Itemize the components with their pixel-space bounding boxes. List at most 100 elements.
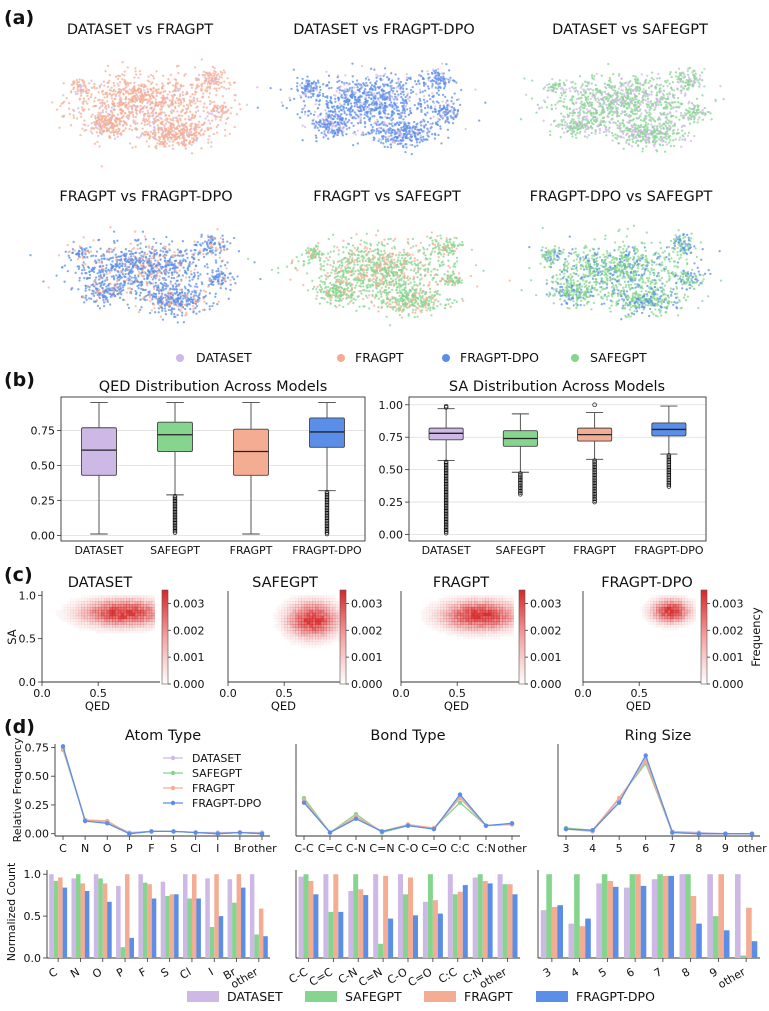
heatmap-cell <box>326 618 330 622</box>
heatmap-cell <box>306 601 311 605</box>
heatmap-cell <box>434 601 439 605</box>
heatmap-cell <box>129 601 133 605</box>
heatmap-cell <box>298 601 302 605</box>
heatmap-cell <box>75 598 80 602</box>
sa-outlier-dataset <box>443 521 449 526</box>
sa-outlier-fragpt <box>592 479 597 484</box>
sa-outlier-fragpt <box>592 402 597 408</box>
heatmap-cell <box>301 627 305 631</box>
heatmap-cell <box>496 609 500 614</box>
heatmap-cell <box>505 612 509 617</box>
heatmap-cell <box>479 627 484 631</box>
heatmap-cell <box>451 632 455 637</box>
sa-outlier-dataset <box>443 475 449 480</box>
heatmap-cell <box>490 595 495 599</box>
heatmap-cell <box>95 595 99 599</box>
heatmap-cell <box>332 615 336 620</box>
heatmap-cell <box>148 615 153 620</box>
colorbar <box>161 589 169 685</box>
heatmap-cell <box>474 601 478 605</box>
nc-xtick-c-c: C:C <box>436 965 459 986</box>
heatmap-cell <box>151 604 155 608</box>
qed-outlier-fragpt-dpo <box>324 518 330 524</box>
heatmap-cell <box>117 621 122 625</box>
heatmap-cell <box>476 624 481 628</box>
tsne-cloud-2 <box>256 62 487 156</box>
heatmap-cell <box>476 632 481 637</box>
heatmap-cell <box>323 606 327 611</box>
rf-point-fragpt-dpo <box>643 753 648 758</box>
heatmap-cell <box>434 612 439 617</box>
heatmap-cell <box>468 624 472 628</box>
rf-xtick-other: other <box>247 842 277 855</box>
heatmap-cell <box>78 624 82 628</box>
nc-bar-fragpt-dpo-o <box>107 901 112 958</box>
nc-xtick-c-o: C=O <box>406 965 435 989</box>
nc-bar-fragpt-c-n <box>482 880 488 958</box>
nc-bar-safegpt-i <box>209 927 215 958</box>
qed-box-fragpt-dpo: FRAGPT-DPO <box>292 402 362 557</box>
heatmap-cell <box>120 606 125 611</box>
boxplot-panel: QED Distribution Across Models0.000.250.… <box>31 379 707 557</box>
heatmap-cell <box>448 604 453 608</box>
heatmap-cell <box>488 618 492 622</box>
heatmap-cell <box>332 601 336 605</box>
heatmap-cell <box>126 615 130 620</box>
rf-legend-fragpt: FRAGPT <box>192 782 235 795</box>
nc-bar-fragpt-n <box>80 883 85 958</box>
sa-outlier-fragpt-dpo <box>666 454 672 460</box>
heatmap-cell <box>112 606 116 611</box>
heatmap-cell <box>681 601 685 605</box>
heatmap-cell <box>337 630 341 634</box>
heatmap-cell <box>120 598 125 602</box>
heatmap-cell <box>309 635 313 640</box>
heatmap-cell <box>143 615 147 620</box>
heatmap-cell <box>502 595 506 599</box>
heatmap-cell <box>443 618 447 622</box>
rf-legend-marker-fragpt <box>170 785 176 791</box>
heatmap-cell <box>89 601 94 605</box>
heatmap-cell <box>692 606 696 611</box>
heatmap-cell <box>312 609 316 614</box>
heatmap-cell <box>117 601 122 605</box>
heatmap-cell <box>496 624 500 628</box>
heatmap-cell <box>446 612 450 617</box>
heatmap-cell <box>95 627 99 631</box>
heatmap-cell <box>98 624 102 628</box>
heatmap-cell <box>471 606 475 611</box>
heatmap-cell <box>89 604 94 608</box>
heatmap-cell <box>317 641 322 646</box>
heatmap-cell <box>306 618 311 622</box>
heatmap-cell <box>678 612 682 617</box>
heatmap-cell <box>505 621 509 625</box>
heatmap-cell <box>275 615 280 620</box>
heatmap-cell <box>303 609 308 614</box>
heatmap-cell <box>289 630 294 634</box>
heatmap-cell <box>98 601 102 605</box>
heatmap-cell <box>295 630 299 634</box>
heatmap-cell <box>323 601 327 605</box>
heatmap-cell <box>485 612 489 617</box>
heatmap-cell <box>485 609 489 614</box>
heatmap-cell <box>457 618 461 622</box>
heatmap-cell <box>323 630 327 634</box>
heatmap-cell <box>499 632 503 637</box>
heatmap-cell <box>120 615 125 620</box>
qed-outlier-fragpt-dpo <box>324 496 330 501</box>
heatmap-cell <box>446 606 450 611</box>
colorbar-label: Frequency <box>749 607 763 667</box>
heatmap-cell <box>89 609 94 614</box>
sa-outlier-fragpt <box>592 469 597 474</box>
heatmap-cell <box>434 609 439 614</box>
heatmap-cell <box>281 609 285 614</box>
heatmap-cell <box>426 609 430 614</box>
nc-bar-safegpt-c-c <box>328 911 334 958</box>
qed-outlier-fragpt-dpo <box>324 494 330 500</box>
heatmap-cell <box>295 632 299 637</box>
heatmap-cell <box>146 624 150 628</box>
sa-outlier-dataset <box>443 478 449 484</box>
heatmap-cell <box>143 606 147 611</box>
heatmap-cell <box>151 615 155 620</box>
heatmap-cell <box>485 621 489 625</box>
